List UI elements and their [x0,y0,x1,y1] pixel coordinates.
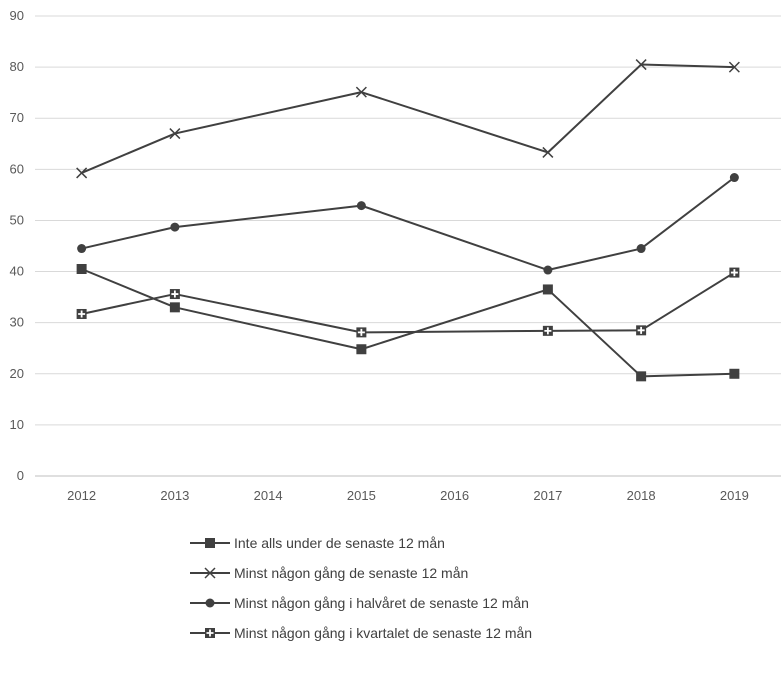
x-tick-label: 2016 [440,488,469,503]
series-lines [81,63,735,378]
data-point [77,244,87,254]
x-tick-label: 2013 [160,488,189,503]
series-line-1 [81,268,735,378]
legend: Inte alls under de senaste 12 mån Minst … [188,528,532,648]
legend-item-inte-alls: Inte alls under de senaste 12 mån [188,528,532,558]
data-point [729,173,739,183]
y-tick-label: 60 [10,161,24,176]
legend-label: Minst någon gång i kvartalet de senaste … [234,625,533,641]
series-line-3 [81,176,735,272]
legend-marker-square-icon [190,538,230,548]
data-point [170,222,180,232]
x-tick-label: 2014 [254,488,283,503]
y-tick-label: 30 [10,315,24,330]
y-tick-label: 40 [10,264,24,279]
gridlines [35,15,781,477]
data-point [635,59,647,71]
data-point [356,201,366,211]
y-tick-label: 0 [17,468,24,483]
x-tick-label: 2012 [67,488,96,503]
data-point [355,86,367,98]
x-tick-label: 2015 [347,488,376,503]
data-point [76,264,87,274]
data-point [169,128,181,140]
data-point [356,344,367,355]
y-tick-label: 70 [10,110,24,125]
series-line-2 [81,63,735,174]
data-point [543,265,553,275]
legend-marker-square-plus-icon [190,628,230,638]
legend-item-minst-nagon-gang: Minst någon gång de senaste 12 mån [188,558,532,588]
y-tick-label: 80 [10,59,24,74]
data-point [542,325,553,336]
y-tick-label: 90 [10,8,24,23]
line-chart: 0 10 20 30 40 50 60 70 80 90 2012 2013 2014 2015 2016… [10,8,781,503]
legend-marker [205,538,215,548]
data-point [636,244,646,254]
data-point [636,325,647,336]
legend-marker [205,628,215,638]
legend-label: Minst någon gång de senaste 12 mån [234,565,469,581]
data-point [356,327,367,338]
legend-label: Minst någon gång i halvåret de senaste 1… [234,595,529,611]
legend-marker [205,598,215,608]
series-line-4 [81,271,735,334]
legend-marker-x-icon [190,567,230,579]
data-point [76,167,88,179]
legend-marker [204,567,216,579]
x-axis-tick-labels: 2012 2013 2014 2015 2016 2017 2018 2019 [67,488,749,503]
legend-label: Inte alls under de senaste 12 mån [234,535,445,551]
data-point [729,368,740,379]
data-point [729,267,740,278]
x-tick-label: 2018 [627,488,656,503]
y-axis-tick-labels: 0 10 20 30 40 50 60 70 80 90 [10,8,24,483]
data-point [728,61,740,73]
legend-marker-circle-icon [190,598,230,608]
x-tick-label: 2017 [533,488,562,503]
legend-item-halvaret: Minst någon gång i halvåret de senaste 1… [188,588,532,618]
data-point [169,289,180,300]
data-point [169,302,180,313]
series-markers [76,59,740,382]
legend-item-kvartalet: Minst någon gång i kvartalet de senaste … [188,618,532,648]
data-point [542,146,554,158]
y-tick-label: 50 [10,212,24,227]
y-tick-label: 20 [10,366,24,381]
y-tick-label: 10 [10,417,24,432]
data-point [636,371,647,382]
x-tick-label: 2019 [720,488,749,503]
data-point [76,308,87,319]
data-point [542,284,553,295]
